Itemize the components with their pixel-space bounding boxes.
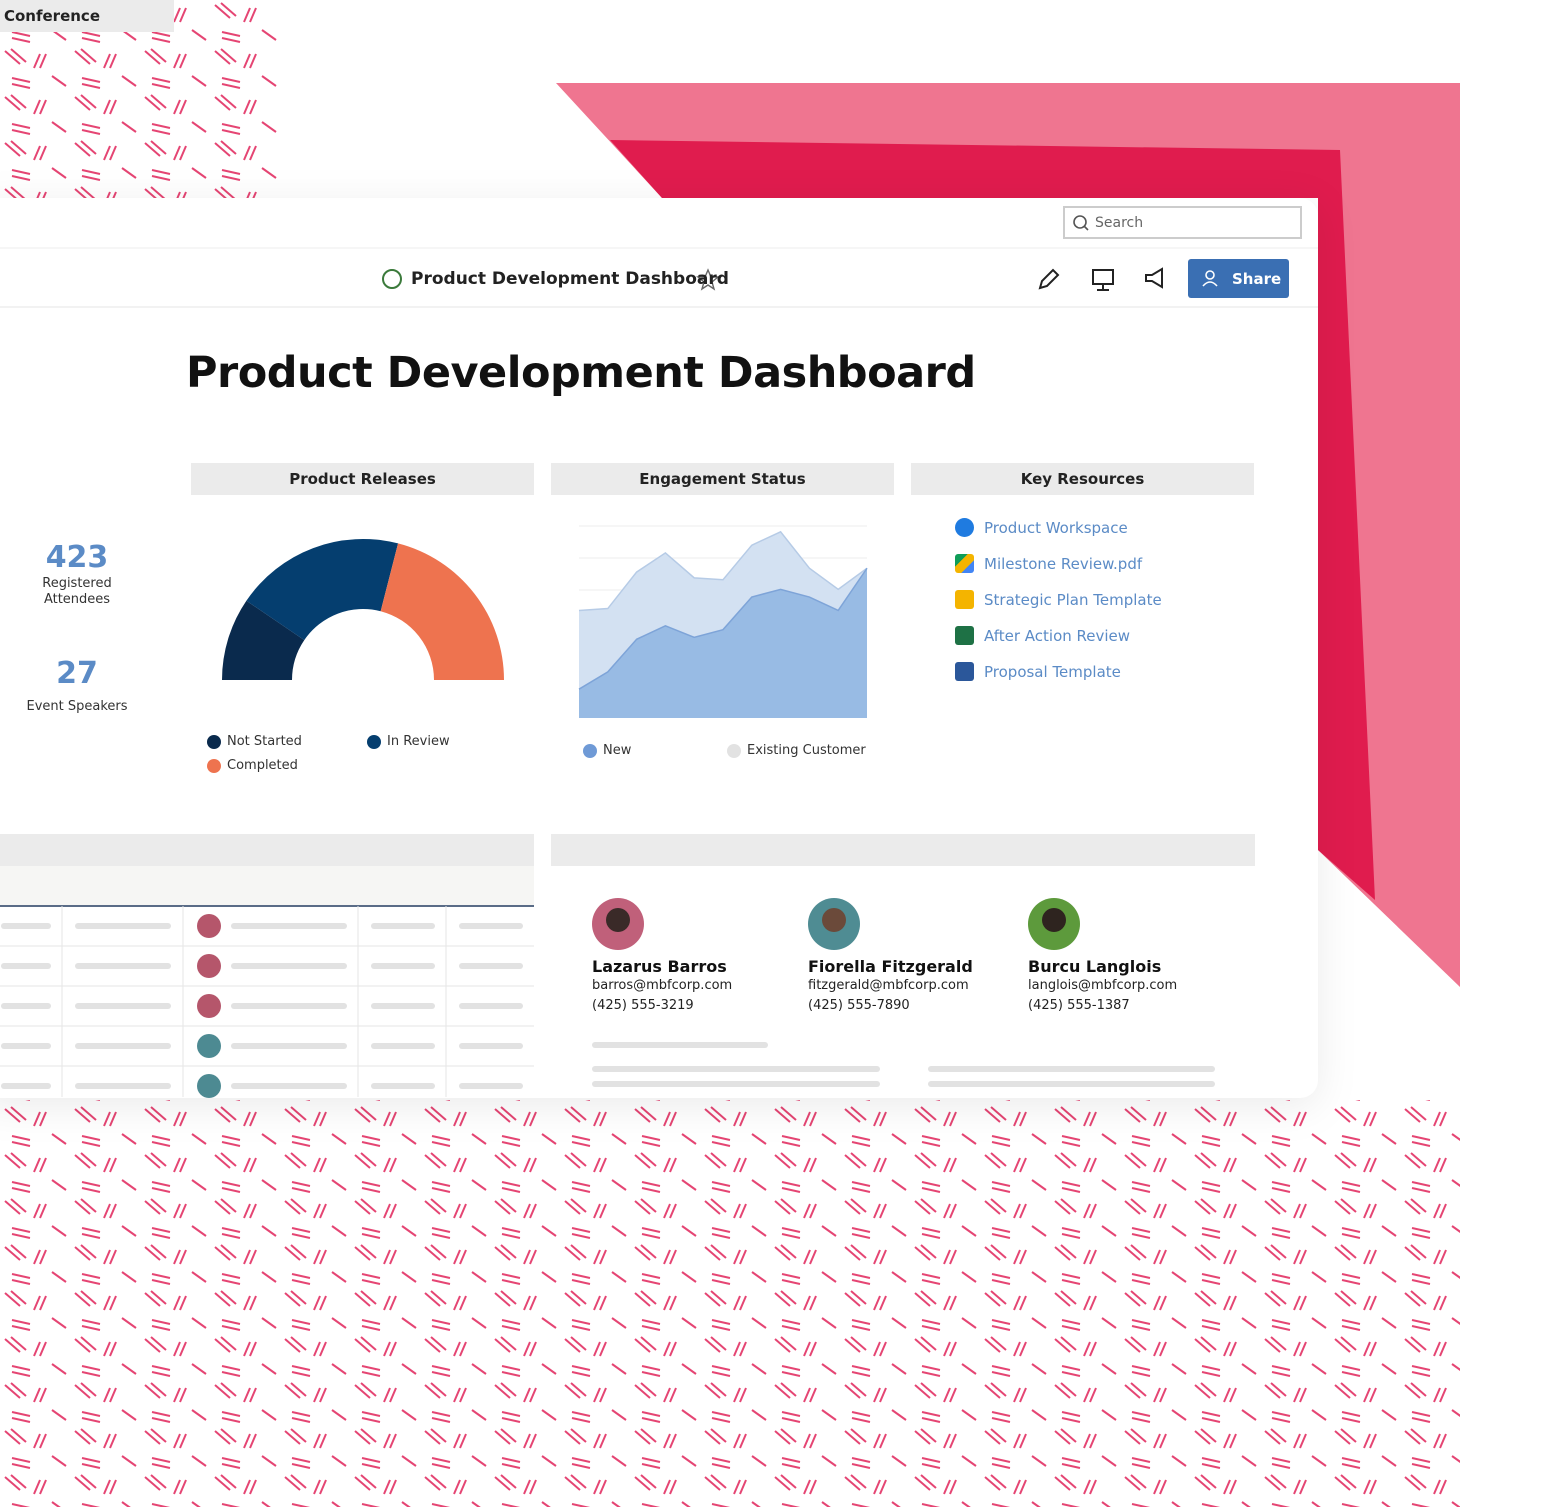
contact-phone: (425) 555-7890 <box>808 998 910 1013</box>
legend-swatch <box>583 743 597 758</box>
metric-label: Event Speakers <box>26 699 128 714</box>
widget-title: Key Resources <box>911 463 1254 495</box>
contact-phone: (425) 555-3219 <box>592 998 694 1013</box>
contact-email: barros@mbfcorp.com <box>592 978 733 993</box>
legend-label: Completed <box>227 758 298 773</box>
resource-link[interactable]: Product Workspace <box>955 518 1128 537</box>
contact-name: Fiorella Fitzgerald <box>808 957 973 976</box>
donut-segment <box>222 600 305 680</box>
resource-link[interactable]: Proposal Template <box>955 662 1121 681</box>
search-placeholder[interactable]: Search <box>1095 215 1144 231</box>
resource-icon <box>955 518 974 537</box>
toolbar-title: Product Development Dashboard <box>411 269 729 289</box>
resource-link[interactable]: Strategic Plan Template <box>955 590 1162 609</box>
legend-item: New <box>583 743 631 758</box>
widget-title: Engagement Status <box>551 463 894 495</box>
resource-icon <box>955 626 974 645</box>
area-series <box>578 567 868 718</box>
legend-label: Not Started <box>227 734 302 749</box>
widget-title: Conference <box>0 0 174 32</box>
contact-card: Lazarus Barros barros@mbfcorp.com (425) 55… <box>592 957 732 1016</box>
legend-swatch <box>727 743 741 758</box>
legend-item: Existing Customer <box>727 743 866 758</box>
contact-email: langlois@mbfcorp.com <box>1028 978 1178 993</box>
resource-name: After Action Review <box>984 626 1131 645</box>
legend-item: Not Started <box>207 734 302 749</box>
contact-card: Fiorella Fitzgerald fitzgerald@mbfcorp.co… <box>808 957 973 1016</box>
metric-label: Registered Attendees <box>42 576 112 607</box>
widget-title: Product Releases <box>191 463 534 495</box>
contact-email: fitzgerald@mbfcorp.com <box>808 978 969 993</box>
half-donut-chart <box>222 539 504 680</box>
donut-segment <box>380 543 504 680</box>
resource-icon <box>955 554 974 573</box>
legend-swatch <box>207 758 221 773</box>
resource-link[interactable]: After Action Review <box>955 626 1130 645</box>
metric-value: 27 <box>56 656 98 691</box>
resource-icon <box>955 662 974 681</box>
legend-swatch <box>207 734 221 749</box>
resource-icon <box>955 590 974 609</box>
legend-item: Completed <box>207 758 298 773</box>
contact-name: Lazarus Barros <box>592 957 727 976</box>
legend-swatch <box>367 734 381 749</box>
legend-label: New <box>603 743 632 758</box>
area-chart <box>578 525 868 718</box>
resource-name: Milestone Review.pdf <box>984 554 1143 573</box>
legend-label: In Review <box>387 734 450 749</box>
legend-item: In Review <box>367 734 450 749</box>
page-title: Product Development Dashboard <box>186 348 976 398</box>
resource-name: Strategic Plan Template <box>984 590 1162 609</box>
contact-card: Burcu Langlois langlois@mbfcorp.com (425) … <box>1028 957 1177 1016</box>
legend-label: Existing Customer <box>747 743 866 758</box>
area-line <box>578 530 868 612</box>
donut-segment <box>246 539 399 641</box>
contact-phone: (425) 555-1387 <box>1028 998 1130 1013</box>
contact-name: Burcu Langlois <box>1028 957 1162 976</box>
metric-value: 423 <box>45 540 109 575</box>
share-button[interactable]: Share <box>1232 270 1282 288</box>
area-fill <box>579 568 867 718</box>
resource-name: Product Workspace <box>984 518 1128 537</box>
resource-name: Proposal Template <box>984 662 1121 681</box>
resource-link[interactable]: Milestone Review.pdf <box>955 554 1142 573</box>
area-line <box>578 567 868 690</box>
